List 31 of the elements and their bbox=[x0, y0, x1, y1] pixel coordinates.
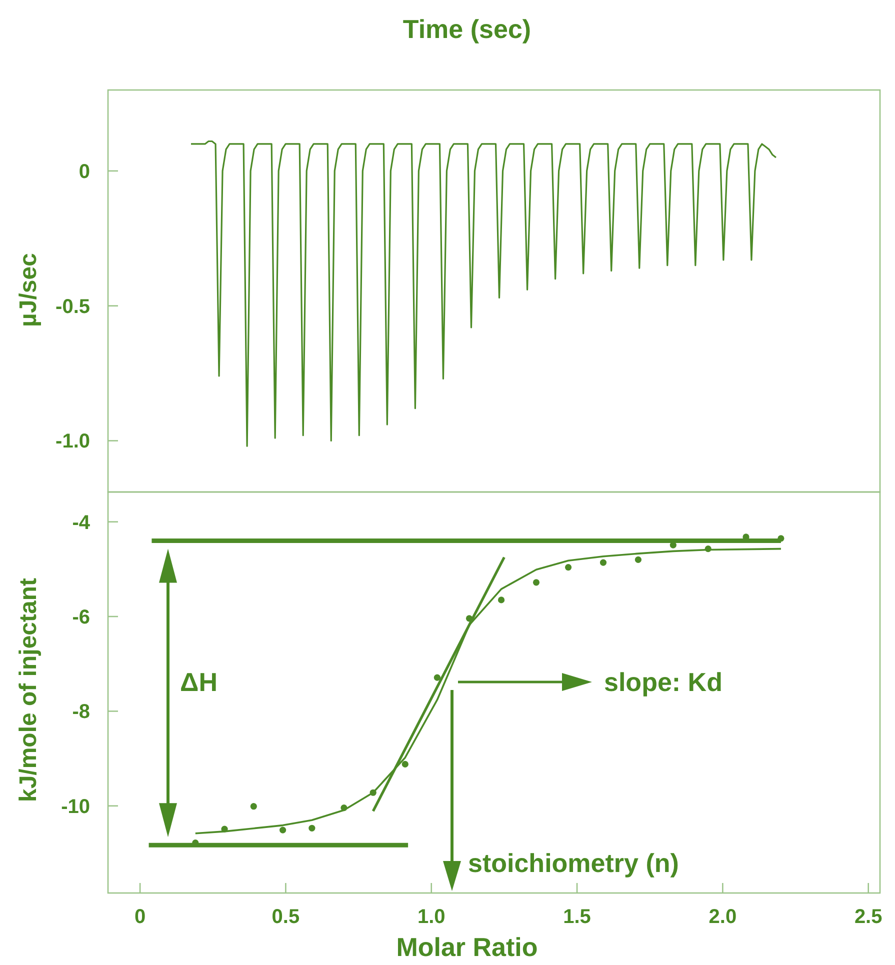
annotation: slope: Kd bbox=[604, 667, 722, 698]
y-tick-label: -6 bbox=[72, 606, 90, 629]
y-tick-label: -0.5 bbox=[56, 296, 90, 318]
y-tick-label: -8 bbox=[72, 701, 90, 724]
point bbox=[279, 826, 286, 834]
annotation: ΔH bbox=[180, 667, 218, 698]
point bbox=[634, 556, 642, 563]
x-tick-label: 2.5 bbox=[854, 906, 882, 928]
y-tick-label: -10 bbox=[61, 796, 90, 818]
point bbox=[532, 579, 540, 586]
x-tick-label: 2.0 bbox=[708, 906, 737, 928]
x-axis-title: Molar Ratio bbox=[396, 932, 538, 962]
point bbox=[308, 824, 316, 832]
annotation: stoichiometry (n) bbox=[468, 848, 679, 878]
point bbox=[402, 760, 408, 768]
y-tick-label: -1.0 bbox=[56, 430, 90, 453]
x-tick-label: 0.5 bbox=[272, 906, 300, 928]
y-axis-title: µJ/sec bbox=[15, 253, 42, 327]
point bbox=[250, 803, 257, 810]
x-axis-title: Time (sec) bbox=[402, 14, 532, 44]
x-tick-label: 1.0 bbox=[417, 906, 446, 928]
x-tick-label: 1.5 bbox=[563, 906, 591, 928]
y-axis-title: kJ/mole of injectant bbox=[15, 578, 42, 802]
y-tick-label: 0 bbox=[78, 160, 90, 183]
x-tick-label: 0 bbox=[134, 906, 146, 928]
point bbox=[564, 564, 572, 571]
line-series bbox=[190, 140, 777, 447]
point bbox=[498, 596, 505, 604]
point bbox=[600, 559, 607, 566]
point bbox=[434, 674, 440, 681]
y-tick-label: -4 bbox=[72, 512, 91, 534]
